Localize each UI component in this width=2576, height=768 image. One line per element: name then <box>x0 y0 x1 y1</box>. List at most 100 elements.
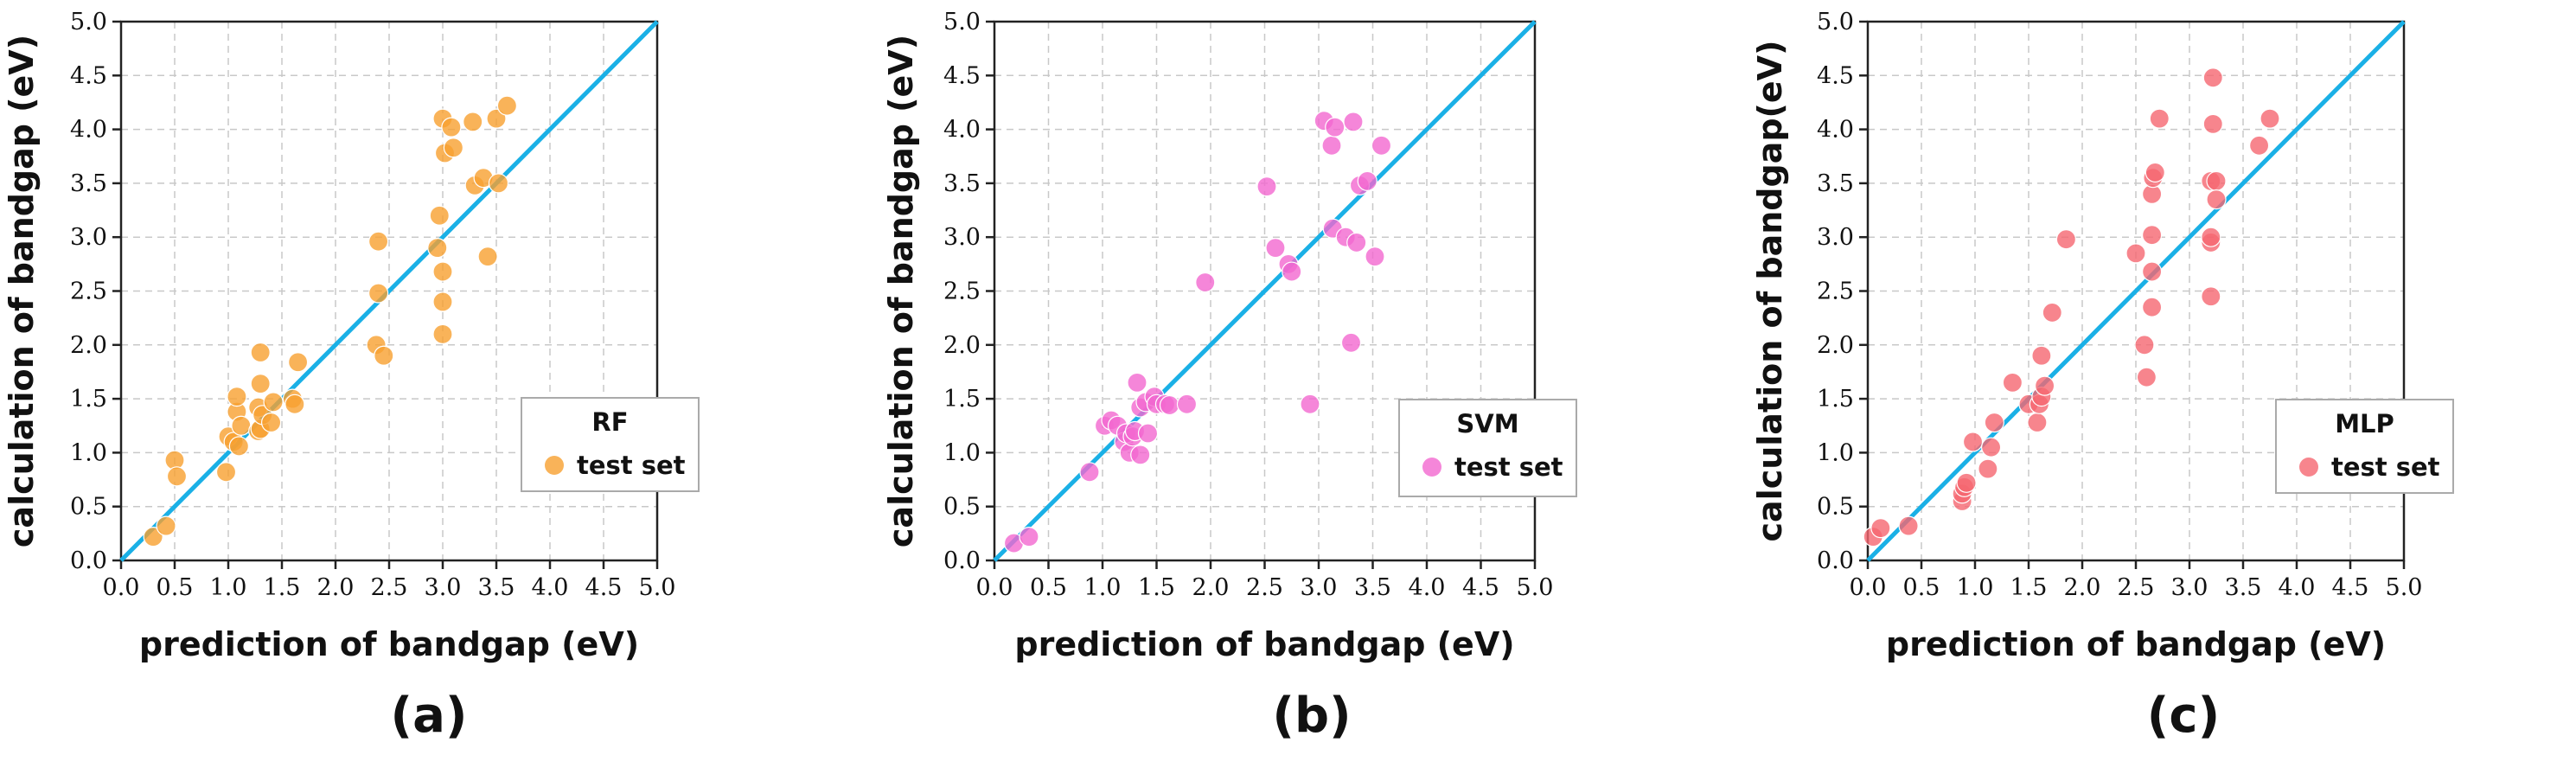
x-tick-label: 4.5 <box>585 574 623 601</box>
data-point <box>441 117 462 138</box>
data-point <box>477 246 498 267</box>
data-point <box>288 352 309 373</box>
legend-series-label: test set <box>1454 452 1563 482</box>
data-point <box>2027 412 2048 433</box>
y-axis-label: calculation of bandgap(eV) <box>1751 41 1789 542</box>
data-point <box>2035 375 2055 396</box>
y-tick-label: 1.5 <box>943 386 981 413</box>
data-point <box>231 415 252 436</box>
y-tick-label: 4.0 <box>1817 117 1854 144</box>
identity-line <box>1866 20 2406 562</box>
x-tick-label: 3.0 <box>1301 574 1338 601</box>
legend-series-label: test set <box>2331 452 2440 482</box>
chart-panel-b: 0.0 0.5 1.0 1.5 2.0 2.5 3.0 3.5 4.0 4.5 5.0 0.0 0.5 1… <box>882 9 1577 663</box>
legend-box <box>521 397 700 492</box>
data-point <box>1079 462 1100 483</box>
x-tick-label: 3.5 <box>1354 574 1391 601</box>
data-point <box>2149 108 2170 129</box>
data-point <box>1265 238 1286 259</box>
data-point <box>1176 394 1198 414</box>
y-axis-label: calculation of bandgap (eV) <box>882 35 920 547</box>
y-tick-label: 1.0 <box>1817 439 1854 466</box>
x-tick-label: 2.5 <box>371 574 408 601</box>
data-point <box>496 95 518 116</box>
data-point <box>1898 515 1919 536</box>
data-point <box>2202 113 2223 134</box>
data-point <box>2134 335 2155 355</box>
y-tick-label: 1.5 <box>70 386 107 413</box>
y-tick-label: 2.0 <box>70 332 107 359</box>
data-point <box>368 283 389 304</box>
data-point <box>1130 445 1151 465</box>
x-tick-label: 1.5 <box>264 574 301 601</box>
y-tick-label: 0.5 <box>70 494 107 521</box>
x-tick-label: 2.5 <box>2118 574 2155 601</box>
x-tick-label: 1.0 <box>1957 574 1994 601</box>
data-point <box>143 526 163 547</box>
data-point <box>2145 162 2165 183</box>
x-tick-label: 2.0 <box>1192 574 1230 601</box>
y-tick-label: 2.0 <box>1817 332 1854 359</box>
chart-panel-a: 0.0 0.5 1.0 1.5 2.0 2.5 3.0 3.5 4.0 4.5 5.0 0.0 0.5 1… <box>3 9 700 663</box>
y-tick-label: 1.0 <box>943 439 981 466</box>
legend-marker <box>2299 458 2318 477</box>
data-point <box>250 342 271 363</box>
data-point <box>1325 117 1346 138</box>
x-tick-label: 2.5 <box>1246 574 1283 601</box>
x-tick-label: 5.0 <box>639 574 676 601</box>
y-tick-label: 4.5 <box>70 62 107 89</box>
data-point <box>427 238 448 259</box>
y-tick-label: 1.5 <box>1817 386 1854 413</box>
y-tick-label: 0.5 <box>943 494 981 521</box>
x-tick-label: 3.5 <box>478 574 515 601</box>
y-tick-label: 2.5 <box>943 278 981 305</box>
data-point <box>2249 135 2270 156</box>
x-axis-label: prediction of bandgap (eV) <box>139 625 639 663</box>
x-tick-label: 4.0 <box>532 574 569 601</box>
data-point <box>228 436 249 457</box>
data-point <box>1371 135 1392 156</box>
x-tick-label: 3.5 <box>2225 574 2262 601</box>
x-tick-label: 0.5 <box>1030 574 1067 601</box>
x-tick-label: 4.0 <box>2279 574 2316 601</box>
y-tick-label: 2.5 <box>1817 278 1854 305</box>
data-point <box>463 112 483 132</box>
x-axis-label: prediction of bandgap (eV) <box>1886 625 2386 663</box>
x-tick-label: 1.5 <box>2010 574 2048 601</box>
x-tick-label: 5.0 <box>1517 574 1554 601</box>
y-tick-label: 4.5 <box>943 62 981 89</box>
data-point <box>432 261 453 282</box>
data-point <box>2125 243 2146 264</box>
legend-marker <box>545 456 564 475</box>
x-tick-label: 1.0 <box>210 574 247 601</box>
data-point <box>215 462 237 483</box>
y-tick-label: 2.0 <box>943 332 981 359</box>
x-tick-label: 0.5 <box>1903 574 1940 601</box>
data-point <box>2136 367 2157 387</box>
data-point <box>2202 67 2223 88</box>
y-tick-label: 3.5 <box>943 170 981 197</box>
y-tick-label: 2.5 <box>70 278 107 305</box>
data-point <box>374 345 394 366</box>
data-point <box>1256 176 1277 197</box>
data-point <box>1019 526 1039 547</box>
data-point <box>2201 227 2221 247</box>
data-point <box>1321 135 1342 156</box>
data-point <box>2142 261 2163 282</box>
data-point <box>2042 302 2062 323</box>
y-tick-label: 5.0 <box>1817 9 1854 35</box>
data-point <box>1282 261 1302 282</box>
legend-series-label: test set <box>577 451 686 480</box>
data-point <box>1962 432 1984 452</box>
panel-label-c: (c) <box>2146 688 2221 744</box>
x-axis-label: prediction of bandgap (eV) <box>1014 625 1514 663</box>
data-point <box>1137 423 1159 444</box>
legend-box <box>1398 399 1577 497</box>
data-point <box>156 515 176 536</box>
x-tick-label: 1.5 <box>1138 574 1175 601</box>
data-point <box>1357 170 1377 192</box>
y-tick-label: 0.0 <box>943 547 981 574</box>
data-point <box>2206 170 2227 192</box>
